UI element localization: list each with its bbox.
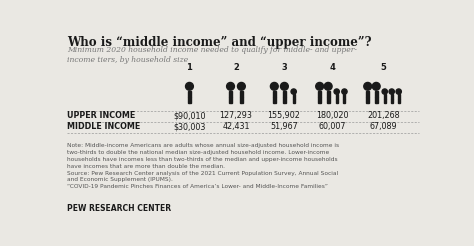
Circle shape — [281, 82, 288, 90]
Bar — [336, 94, 338, 99]
Bar — [188, 97, 190, 103]
Bar — [345, 99, 346, 103]
Circle shape — [382, 89, 387, 94]
Bar — [273, 91, 276, 97]
Circle shape — [185, 82, 193, 90]
Circle shape — [342, 89, 347, 94]
Bar — [398, 99, 399, 103]
Bar — [292, 94, 295, 99]
Bar — [366, 91, 369, 97]
Circle shape — [270, 82, 278, 90]
Text: $90,010: $90,010 — [173, 111, 206, 120]
Circle shape — [227, 82, 235, 90]
Bar — [376, 97, 378, 103]
Text: 5: 5 — [380, 63, 386, 72]
Bar — [344, 94, 346, 99]
Bar — [398, 94, 400, 99]
Bar — [318, 91, 321, 97]
Bar — [240, 91, 243, 97]
Bar — [336, 99, 337, 103]
Circle shape — [334, 89, 339, 94]
Bar — [240, 97, 241, 103]
Text: 42,431: 42,431 — [222, 122, 250, 131]
Bar — [384, 99, 385, 103]
Text: 180,020: 180,020 — [316, 111, 348, 120]
Text: 155,902: 155,902 — [267, 111, 301, 120]
Bar — [327, 91, 330, 97]
Text: PEW RESEARCH CENTER: PEW RESEARCH CENTER — [67, 204, 171, 213]
Bar — [230, 97, 232, 103]
Bar — [294, 99, 295, 103]
Bar — [391, 99, 392, 103]
Text: 4: 4 — [329, 63, 335, 72]
Text: MIDDLE INCOME: MIDDLE INCOME — [67, 122, 140, 131]
Circle shape — [324, 82, 332, 90]
Bar — [319, 97, 321, 103]
Bar — [366, 97, 368, 103]
Bar — [327, 97, 328, 103]
Bar — [188, 91, 191, 97]
Text: UPPER INCOME: UPPER INCOME — [67, 111, 135, 120]
Text: 201,268: 201,268 — [367, 111, 400, 120]
Circle shape — [237, 82, 245, 90]
Bar — [241, 97, 243, 103]
Circle shape — [389, 89, 394, 94]
Bar — [391, 94, 393, 99]
Text: 2: 2 — [233, 63, 239, 72]
Bar — [284, 97, 286, 103]
Bar — [229, 91, 232, 97]
Bar — [292, 99, 294, 103]
Bar — [337, 99, 338, 103]
Text: Who is “middle income” and “upper income”?: Who is “middle income” and “upper income… — [67, 36, 372, 49]
Text: 1: 1 — [186, 63, 192, 72]
Bar — [344, 99, 345, 103]
Text: Minimum 2020 household income needed to qualify for middle- and upper-
income ti: Minimum 2020 household income needed to … — [67, 46, 357, 64]
Text: Note: Middle-income Americans are adults whose annual size-adjusted household in: Note: Middle-income Americans are adults… — [67, 143, 339, 189]
Bar — [273, 97, 274, 103]
Bar — [283, 91, 286, 97]
Bar — [399, 99, 400, 103]
Text: 67,089: 67,089 — [369, 122, 397, 131]
Text: 51,967: 51,967 — [270, 122, 298, 131]
Bar — [385, 99, 386, 103]
Bar — [384, 94, 386, 99]
Text: 60,007: 60,007 — [319, 122, 346, 131]
Bar — [229, 97, 230, 103]
Bar — [392, 99, 393, 103]
Circle shape — [372, 82, 380, 90]
Bar — [328, 97, 330, 103]
Bar — [190, 97, 191, 103]
Bar — [368, 97, 369, 103]
Text: $30,003: $30,003 — [173, 122, 206, 131]
Circle shape — [396, 89, 401, 94]
Text: 127,293: 127,293 — [219, 111, 252, 120]
Text: 3: 3 — [281, 63, 287, 72]
Circle shape — [316, 82, 324, 90]
Bar — [274, 97, 276, 103]
Bar — [318, 97, 319, 103]
Circle shape — [364, 82, 372, 90]
Bar — [375, 91, 378, 97]
Circle shape — [291, 89, 296, 94]
Bar — [375, 97, 376, 103]
Bar — [283, 97, 284, 103]
